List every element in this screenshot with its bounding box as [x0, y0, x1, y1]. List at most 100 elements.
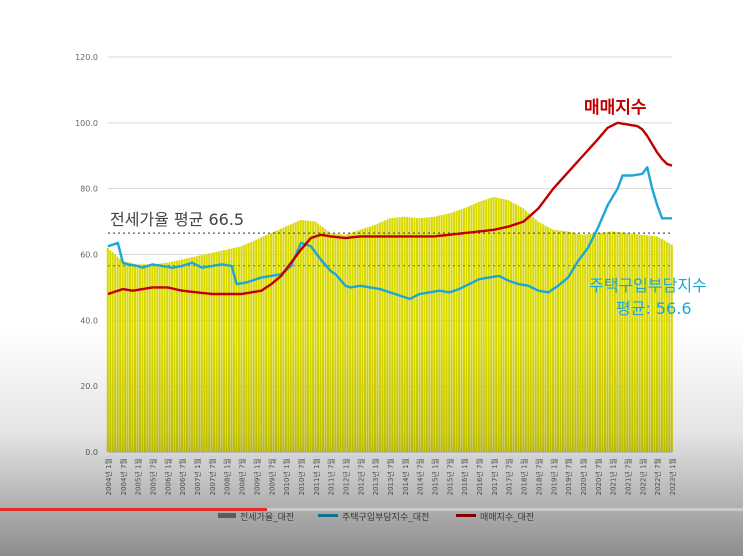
bar [552, 229, 555, 452]
y-tick-label: 80.0 [80, 185, 98, 194]
bar [262, 236, 265, 452]
bar [334, 233, 337, 452]
bar [294, 222, 297, 452]
legend-label-jeonse: 전세가율_대전 [240, 512, 294, 523]
bar [591, 233, 594, 452]
bar [571, 232, 574, 452]
bar [185, 258, 188, 452]
bar [339, 234, 342, 452]
bar [267, 234, 270, 452]
x-tick-label: 2022년 1월 [638, 458, 647, 495]
bar [173, 261, 176, 452]
bar [440, 215, 443, 452]
x-tick-label: 2008년 7월 [238, 458, 247, 495]
bar [331, 233, 334, 452]
bar [539, 222, 542, 452]
bar [636, 234, 639, 452]
bar [158, 263, 161, 452]
bar [465, 207, 468, 452]
x-tick-label: 2016년 7월 [475, 458, 484, 495]
bar [626, 233, 629, 452]
bar [153, 264, 156, 452]
legend-swatch-jeonse [218, 513, 236, 518]
legend-label-price: 매매지수_대전 [480, 512, 534, 523]
bar [166, 262, 169, 452]
bar [594, 233, 597, 452]
bar [220, 250, 223, 452]
bar [650, 235, 653, 452]
bar [257, 238, 260, 452]
bar [519, 207, 522, 452]
bar [218, 251, 221, 452]
bar [475, 202, 478, 452]
bar [317, 223, 320, 452]
x-tick-label: 2013년 1월 [371, 458, 380, 495]
bar [141, 264, 144, 453]
bar [312, 221, 315, 452]
bar [292, 223, 295, 452]
bar [453, 211, 456, 452]
bar [507, 200, 510, 452]
bar [378, 222, 381, 452]
x-tick-label: 2023년 1월 [668, 458, 677, 495]
x-tick-label: 2019년 1월 [549, 458, 558, 495]
bar [646, 235, 649, 452]
x-tick-label: 2011년 7월 [327, 458, 336, 495]
bar [114, 254, 117, 452]
bar [198, 255, 201, 452]
bar [509, 201, 512, 452]
bar [265, 235, 268, 452]
bar [411, 217, 414, 452]
bar [299, 219, 302, 452]
bar [359, 229, 362, 452]
bar [297, 221, 300, 452]
burden-average-label-line1: 주택구입부담지수 [589, 276, 707, 295]
jeonse-average-label: 전세가율 평균 66.5 [110, 210, 244, 229]
bar [230, 248, 233, 452]
bar [260, 237, 263, 452]
x-tick-label: 2004년 1월 [104, 458, 113, 495]
bar [665, 241, 668, 452]
bar [492, 196, 495, 452]
bar [653, 236, 656, 452]
bar [448, 213, 451, 452]
bar [336, 233, 339, 452]
x-tick-label: 2009년 1월 [252, 458, 261, 495]
bar [428, 217, 431, 452]
bar [514, 204, 517, 452]
bar [450, 212, 453, 452]
bar [235, 247, 238, 452]
bar [522, 208, 525, 452]
bar [200, 255, 203, 452]
bar [364, 228, 367, 452]
bar [146, 264, 149, 453]
bar [445, 213, 448, 452]
x-tick-label: 2005년 7월 [149, 458, 158, 495]
x-tick-label: 2005년 1월 [134, 458, 143, 495]
bar [388, 218, 391, 452]
bar [314, 221, 317, 452]
bar [485, 199, 488, 452]
bar [245, 244, 248, 452]
bar [470, 205, 473, 453]
x-tick-label: 2017년 7월 [505, 458, 514, 495]
x-tick-label: 2006년 7월 [178, 458, 187, 495]
x-tick-label: 2004년 7월 [119, 458, 128, 495]
y-tick-label: 60.0 [80, 251, 98, 260]
bar [381, 221, 384, 452]
x-tick-label: 2018년 1월 [520, 458, 529, 495]
bar [500, 198, 503, 452]
bar [524, 210, 527, 452]
x-tick-label: 2010년 1월 [282, 458, 291, 495]
line-series [107, 121, 673, 301]
bar [255, 239, 258, 452]
bar [215, 251, 218, 452]
bar [349, 233, 352, 452]
y-tick-label: 120.0 [75, 53, 98, 62]
bar [613, 231, 616, 452]
bar [472, 204, 475, 452]
bar [658, 237, 661, 452]
video-progress-track[interactable] [0, 508, 743, 511]
bar [376, 223, 379, 452]
x-axis: 2004년 1월 2004년 7월 2005년 1월 2005년 7월 2006년 1월… [104, 451, 677, 495]
